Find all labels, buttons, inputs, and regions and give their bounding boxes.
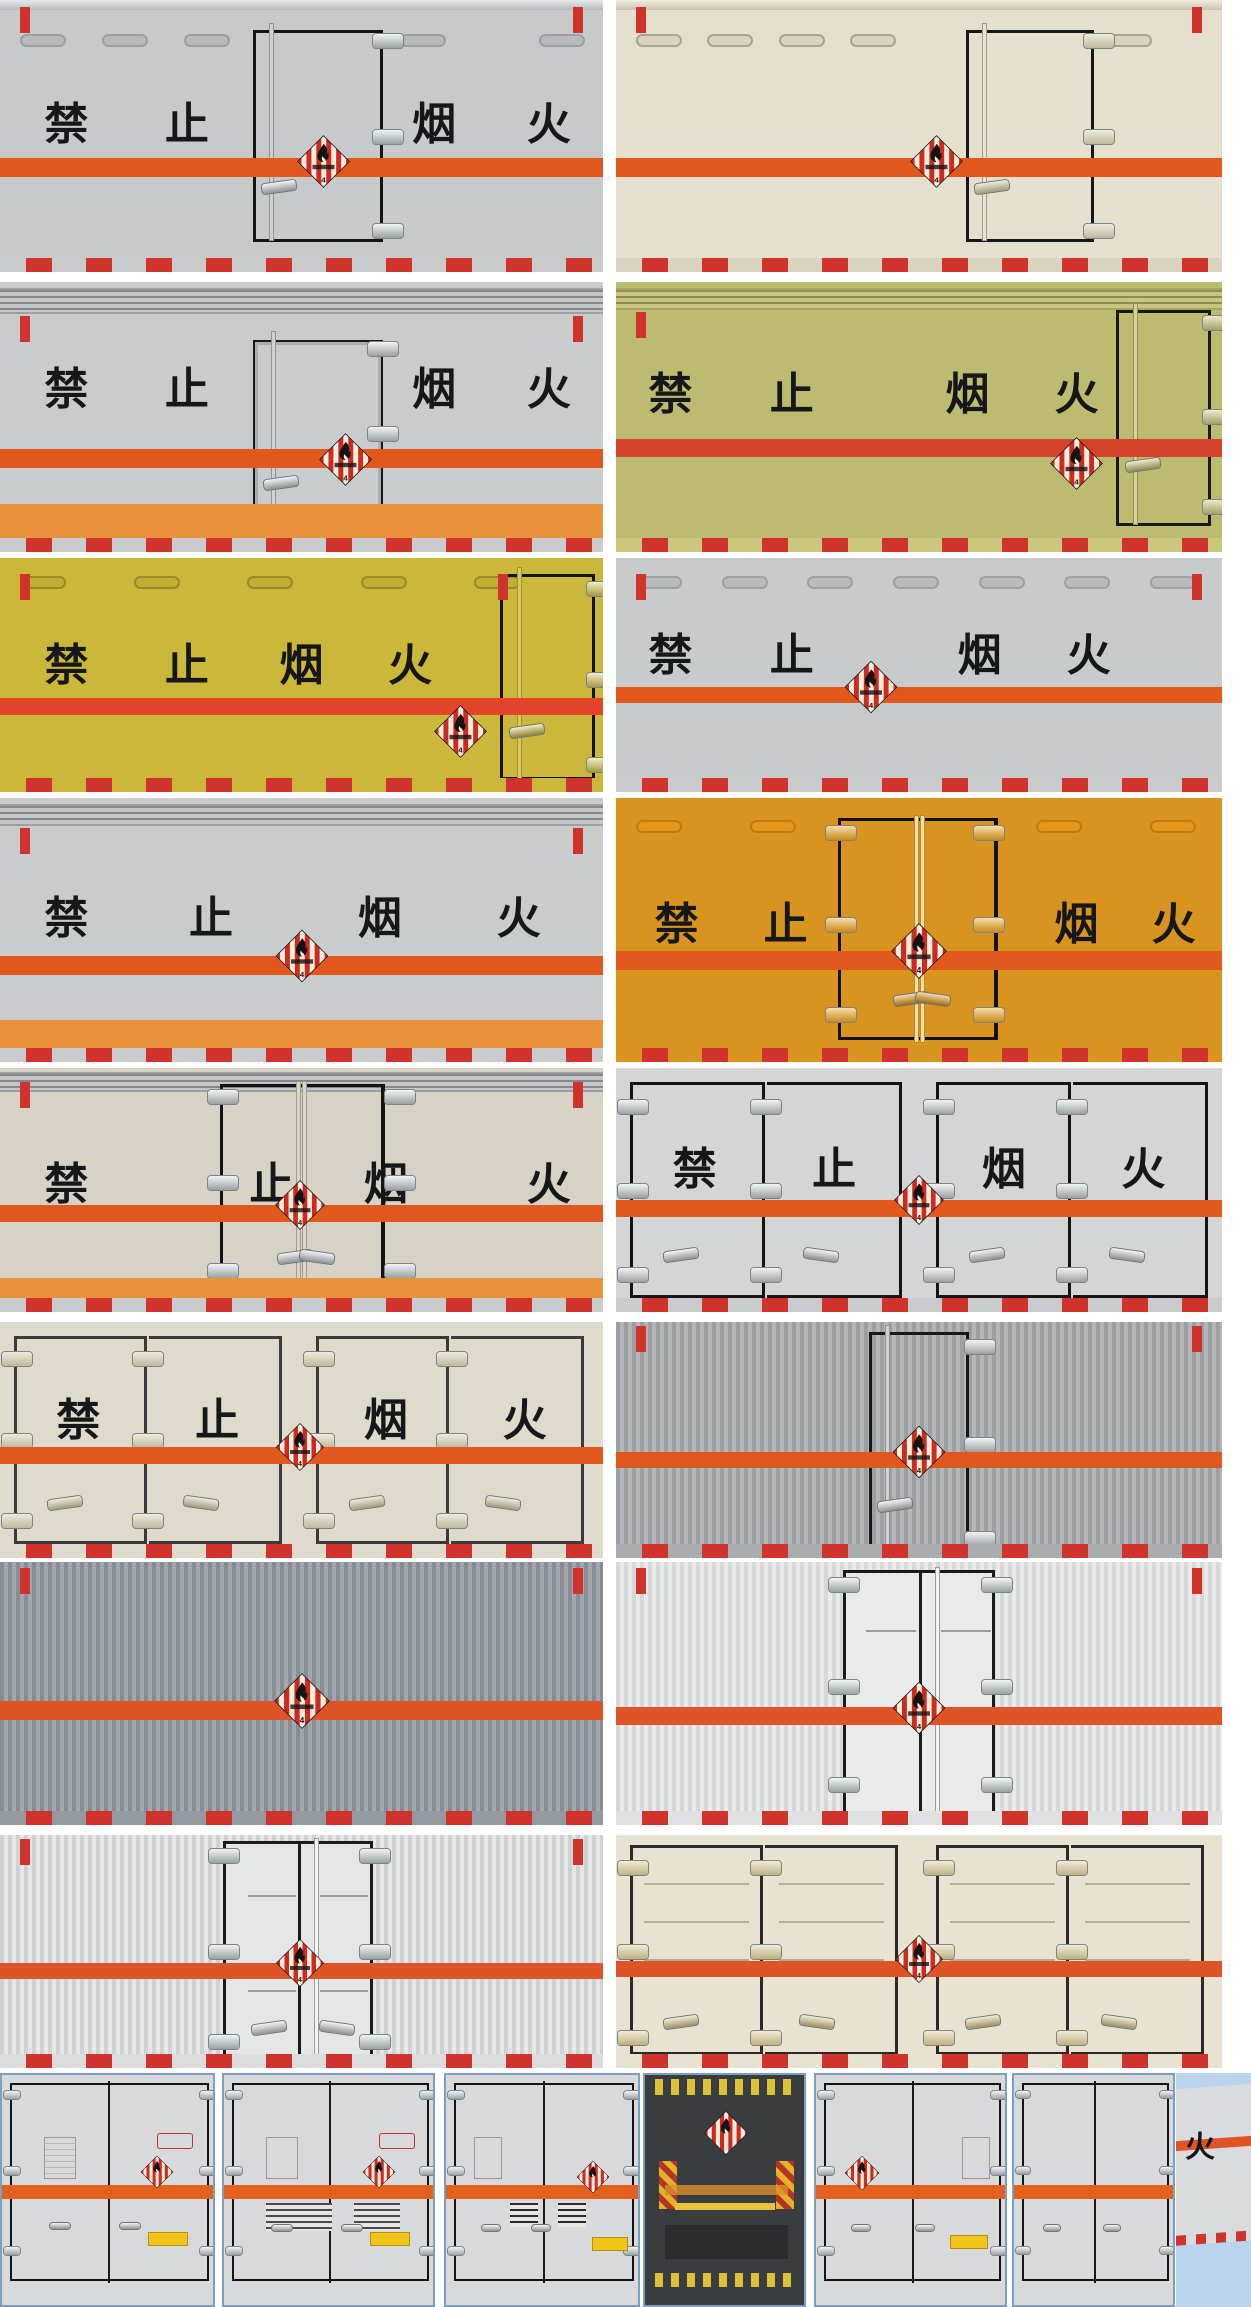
svg-text:4: 4 xyxy=(917,1973,921,1980)
svg-text:4: 4 xyxy=(299,970,304,979)
svg-text:4: 4 xyxy=(321,175,326,184)
svg-text:4: 4 xyxy=(868,701,873,710)
svg-text:4: 4 xyxy=(917,1213,921,1222)
svg-text:4: 4 xyxy=(917,966,922,975)
svg-text:4: 4 xyxy=(343,473,348,482)
svg-text:4: 4 xyxy=(298,1218,302,1227)
svg-text:4: 4 xyxy=(299,1716,304,1725)
svg-text:4: 4 xyxy=(298,1977,302,1984)
svg-text:4: 4 xyxy=(1074,477,1079,486)
svg-text:4: 4 xyxy=(458,745,463,754)
svg-text:4: 4 xyxy=(934,175,939,184)
svg-text:4: 4 xyxy=(298,1461,302,1468)
svg-text:4: 4 xyxy=(917,1722,922,1731)
svg-text:4: 4 xyxy=(917,1466,922,1475)
